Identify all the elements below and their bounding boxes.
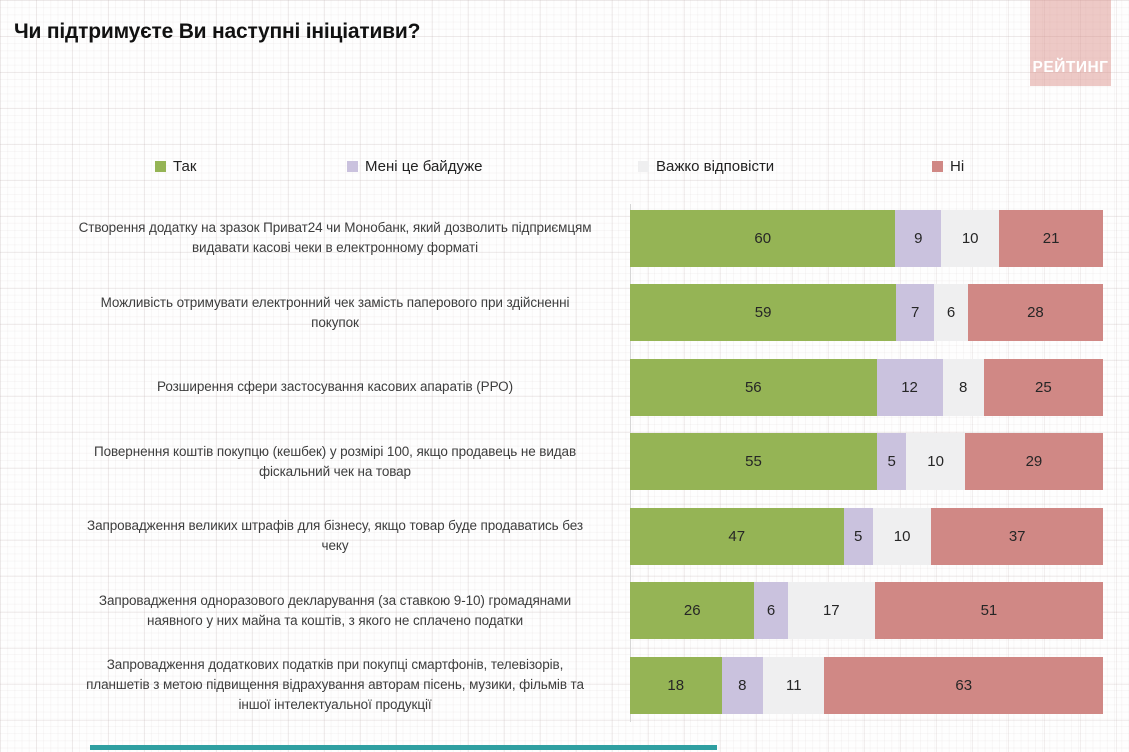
bar-segment-hard-to-say: 10: [872, 507, 932, 565]
bar-segment-yes: 18: [630, 656, 722, 714]
category-label: Створення додатку на зразок Приват24 чи …: [78, 220, 592, 256]
bar-segment-no: 28: [967, 284, 1103, 342]
rating-logo-text: РЕЙТИНГ: [1032, 59, 1109, 76]
stacked-bar: 47 5 10 37: [630, 507, 1103, 565]
bar-segment-hard-to-say: 11: [763, 656, 825, 714]
legend-label-indifferent: Мені це байдуже: [365, 158, 483, 175]
bar-segment-indifferent: 6: [754, 582, 788, 640]
legend-swatch-no: [932, 161, 943, 172]
chart-row: Можливість отримувати електронний чек за…: [40, 276, 1103, 351]
bar-segment-yes: 56: [630, 358, 877, 416]
legend-item-indifferent: Мені це байдуже: [347, 158, 483, 175]
footer-accent-line: [90, 745, 717, 750]
rating-logo: РЕЙТИНГ: [1030, 0, 1111, 86]
chart-row: Створення додатку на зразок Приват24 чи …: [40, 201, 1103, 276]
legend-swatch-hard-to-say: [638, 161, 649, 172]
chart-row: Запровадження додаткових податків при по…: [40, 648, 1103, 723]
stacked-bar: 26 6 17 51: [630, 582, 1103, 640]
bar-segment-indifferent: 12: [876, 358, 943, 416]
bar-segment-no: 21: [999, 209, 1103, 267]
bar-segment-no: 51: [874, 582, 1103, 640]
bar-segment-yes: 26: [630, 582, 755, 640]
bar-segment-indifferent: 8: [721, 656, 764, 714]
stacked-bar: 60 9 10 21: [630, 209, 1103, 267]
bar-segment-hard-to-say: 8: [942, 358, 984, 416]
chart-legend: Так Мені це байдуже Важко відповісти Ні: [0, 158, 1129, 180]
bar-segment-no: 29: [964, 433, 1103, 491]
stacked-bar: 18 8 11 63: [630, 656, 1103, 714]
stacked-bar: 55 5 10 29: [630, 433, 1103, 491]
legend-label-no: Ні: [950, 158, 965, 175]
chart-rows: Створення додатку на зразок Приват24 чи …: [40, 201, 1104, 723]
legend-swatch-yes: [155, 161, 166, 172]
bar-segment-indifferent: 7: [896, 284, 935, 342]
bar-segment-no: 63: [824, 656, 1103, 714]
category-label: Можливість отримувати електронний чек за…: [100, 294, 570, 330]
category-label: Розширення сфери застосування касових ап…: [157, 379, 513, 395]
legend-item-no: Ні: [932, 158, 964, 175]
bar-segment-hard-to-say: 6: [934, 284, 968, 342]
legend-label-hard-to-say: Важко відповісти: [656, 158, 775, 175]
bar-segment-indifferent: 5: [877, 433, 907, 491]
stacked-bar: 56 12 8 25: [630, 358, 1104, 416]
chart-row: Повернення коштів покупцю (кешбек) у роз…: [40, 425, 1103, 500]
legend-swatch-indifferent: [347, 161, 358, 172]
bar-segment-yes: 55: [630, 433, 878, 491]
bar-segment-no: 25: [983, 358, 1104, 416]
bar-segment-yes: 47: [630, 507, 844, 565]
legend-item-yes: Так: [155, 158, 196, 175]
category-label: Запровадження одноразового декларування …: [98, 592, 572, 628]
page-title: Чи підтримуєте Ви наступні ініціативи?: [14, 20, 421, 43]
chart-row: Запровадження великих штрафів для бізнес…: [40, 499, 1103, 574]
bar-segment-indifferent: 5: [843, 507, 873, 565]
bar-segment-hard-to-say: 10: [906, 433, 965, 491]
category-label: Запровадження великих штрафів для бізнес…: [87, 518, 583, 554]
category-label: Запровадження додаткових податків при по…: [86, 656, 584, 713]
category-label: Повернення коштів покупцю (кешбек) у роз…: [93, 443, 577, 479]
legend-label-yes: Так: [173, 158, 197, 175]
bar-segment-indifferent: 9: [895, 209, 942, 267]
chart-row: Розширення сфери застосування касових ап…: [40, 350, 1104, 425]
bar-segment-yes: 60: [630, 209, 896, 267]
bar-segment-hard-to-say: 17: [787, 582, 875, 640]
stacked-bar: 59 7 6 28: [630, 284, 1103, 342]
bar-segment-no: 37: [931, 507, 1103, 565]
bar-segment-yes: 59: [630, 284, 897, 342]
bar-segment-hard-to-say: 10: [941, 209, 1000, 267]
chart-row: Запровадження одноразового декларування …: [40, 574, 1103, 649]
legend-item-hard-to-say: Важко відповісти: [638, 158, 774, 175]
